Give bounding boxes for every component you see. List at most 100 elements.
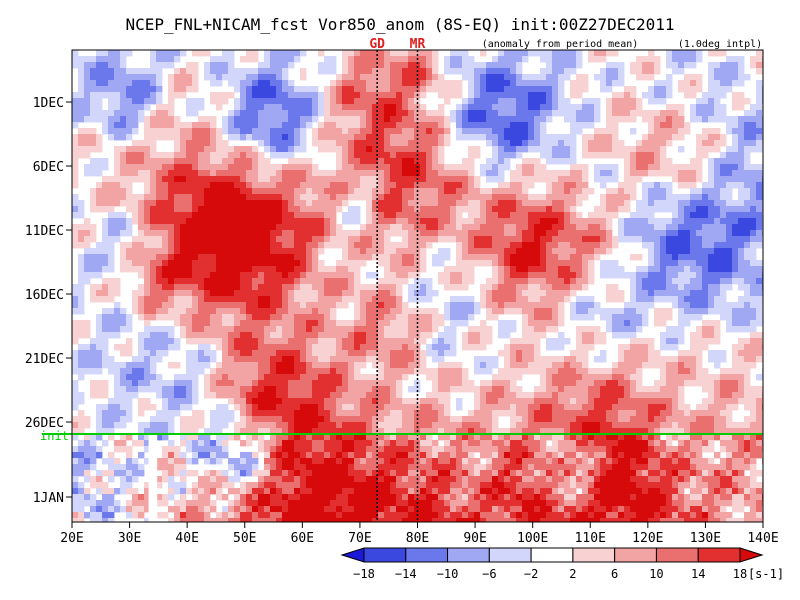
heatmap-cell [684,122,691,129]
heatmap-cell [96,164,103,171]
heatmap-cell [600,164,607,171]
heatmap-cell [390,152,397,159]
heatmap-cell [528,254,535,261]
heatmap-cell [738,98,745,105]
heatmap-cell [312,230,319,237]
heatmap-cell [630,278,637,285]
heatmap-cell [462,104,469,111]
heatmap-cell [462,230,469,237]
heatmap-cell [390,122,397,129]
heatmap-cell [384,224,391,231]
heatmap-cell [372,230,379,237]
heatmap-cell [420,80,427,87]
heatmap-cell [690,176,697,183]
heatmap-cell [294,356,301,363]
heatmap-cell [630,230,637,237]
heatmap-cell [522,326,529,333]
heatmap-cell [606,116,613,123]
heatmap-cell [156,206,163,213]
heatmap-cell [702,254,709,261]
heatmap-cell [156,134,163,141]
heatmap-cell [732,200,739,207]
heatmap-cell [654,140,661,147]
heatmap-cell [540,116,547,123]
heatmap-cell [756,308,763,315]
heatmap-cell [330,116,337,123]
heatmap-cell [264,212,271,219]
heatmap-cell [636,62,643,69]
heatmap-cell [564,284,571,291]
heatmap-cell [480,344,487,351]
heatmap-cell [372,116,379,123]
heatmap-cell [396,260,403,267]
heatmap-cell [510,68,517,75]
heatmap-cell [570,260,577,267]
heatmap-cell [672,62,679,69]
heatmap-cell [78,284,85,291]
heatmap-cell [720,176,727,183]
heatmap-cell [570,62,577,69]
heatmap-cell [96,86,103,93]
heatmap-cell [672,68,679,75]
heatmap-cell [270,260,277,267]
heatmap-cell [498,200,505,207]
heatmap-cell [228,152,235,159]
heatmap-cell [510,260,517,267]
heatmap-cell [648,188,655,195]
heatmap-cell [300,182,307,189]
heatmap-cell [732,62,739,69]
heatmap-cell [684,284,691,291]
heatmap-cell [264,290,271,297]
heatmap-cell [300,278,307,285]
heatmap-cell [714,104,721,111]
heatmap-cell [576,116,583,123]
heatmap-cell [276,290,283,297]
heatmap-cell [672,254,679,261]
heatmap-cell [642,68,649,75]
heatmap-cell [114,50,121,57]
heatmap-cell [120,320,127,327]
heatmap-cell [408,110,415,117]
heatmap-cell [744,326,751,333]
heatmap-cell [522,86,529,93]
heatmap-cell [648,338,655,345]
heatmap-cell [114,290,121,297]
heatmap-cell [288,296,295,303]
heatmap-cell [222,158,229,165]
heatmap-cell [330,242,337,249]
heatmap-cell [120,266,127,273]
heatmap-cell [360,236,367,243]
heatmap-cell [570,182,577,189]
heatmap-cell [666,314,673,321]
heatmap-cell [240,326,247,333]
heatmap-cell [660,200,667,207]
heatmap-cell [156,314,163,321]
heatmap-cell [516,308,523,315]
heatmap-cell [234,68,241,75]
heatmap-cell [678,230,685,237]
heatmap-cell [354,206,361,213]
heatmap-cell [678,200,685,207]
heatmap-cell [486,326,493,333]
heatmap-cell [336,332,343,339]
heatmap-cell [366,236,373,243]
heatmap-cell [348,140,355,147]
heatmap-cell [312,140,319,147]
heatmap-cell [426,146,433,153]
heatmap-cell [702,146,709,153]
heatmap-cell [222,218,229,225]
heatmap-cell [438,206,445,213]
heatmap-cell [522,332,529,339]
heatmap-cell [246,338,253,345]
heatmap-cell [744,236,751,243]
heatmap-cell [132,122,139,129]
heatmap-cell [312,236,319,243]
heatmap-cell [402,68,409,75]
heatmap-cell [570,176,577,183]
heatmap-cell [162,302,169,309]
heatmap-cell [138,236,145,243]
heatmap-cell [582,80,589,87]
heatmap-cell [180,230,187,237]
heatmap-cell [198,224,205,231]
heatmap-cell [726,68,733,75]
